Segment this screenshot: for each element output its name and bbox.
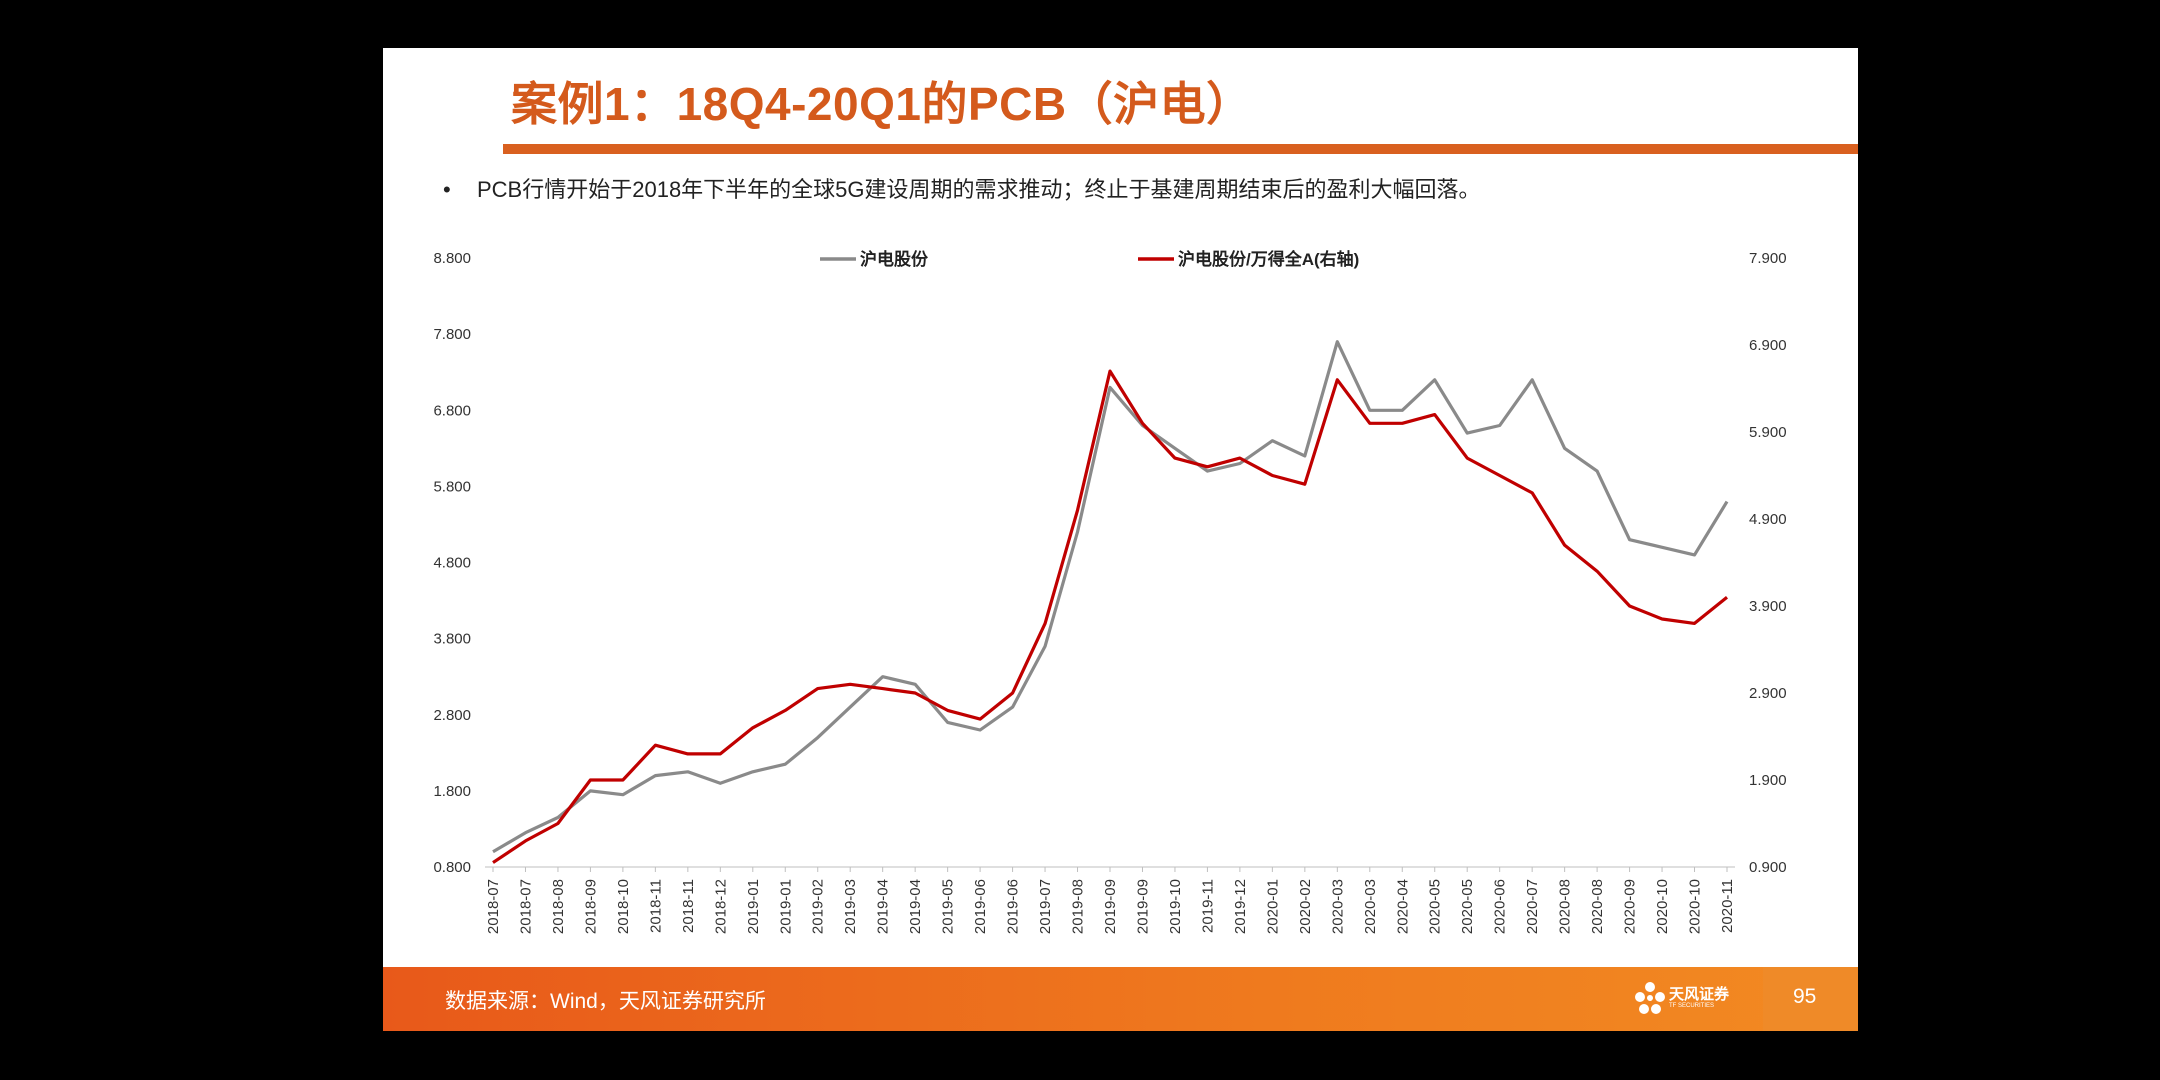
x-tick-label: 2020-03 <box>1362 879 1379 934</box>
x-tick-label: 2019-09 <box>1134 879 1151 934</box>
x-tick-label: 2020-05 <box>1459 879 1476 934</box>
x-tick-label: 2019-01 <box>745 879 762 934</box>
slide: 案例1：18Q4-20Q1的PCB（沪电） • PCB行情开始于2018年下半年的… <box>383 48 1858 1031</box>
x-tick-label: 2019-08 <box>1070 879 1087 934</box>
series-line-1 <box>492 369 1729 864</box>
logo-text: 天风证券 <box>1669 986 1730 1003</box>
logo-subtext: TF SECURITIES <box>1669 1003 1715 1009</box>
x-tick-label: 2018-07 <box>517 879 534 934</box>
x-tick-label: 2019-01 <box>777 879 794 934</box>
x-tick-label: 2019-12 <box>1232 879 1249 934</box>
y-left-tick-label: 4.800 <box>433 555 471 572</box>
x-tick-label: 2020-01 <box>1264 879 1281 934</box>
x-tick-label: 2019-04 <box>907 879 924 934</box>
y-right-tick-label: 6.900 <box>1749 337 1787 354</box>
x-tick-label: 2020-10 <box>1654 879 1671 934</box>
x-tick-label: 2018-12 <box>712 879 729 934</box>
x-tick-label: 2020-11 <box>1719 879 1736 933</box>
x-tick-label: 2019-09 <box>1102 879 1119 934</box>
y-left-tick-label: 5.800 <box>433 478 471 495</box>
x-tick-label: 2018-07 <box>485 879 502 934</box>
y-left-tick-label: 2.800 <box>433 707 471 724</box>
x-tick-label: 2020-08 <box>1557 879 1574 934</box>
x-tick-label: 2019-06 <box>1005 879 1022 934</box>
x-tick-label: 2019-06 <box>972 879 989 934</box>
x-tick-label: 2019-10 <box>1167 879 1184 934</box>
y-right-tick-label: 1.900 <box>1749 772 1787 789</box>
y-right-tick-label: 5.900 <box>1749 424 1787 441</box>
y-left-tick-label: 8.800 <box>433 250 471 267</box>
x-tick-label: 2018-11 <box>680 879 697 933</box>
x-tick-label: 2019-03 <box>842 879 859 934</box>
x-tick-label: 2020-07 <box>1524 879 1541 934</box>
y-right-tick-label: 2.900 <box>1749 685 1787 702</box>
y-left-tick-label: 3.800 <box>433 631 471 648</box>
x-tick-label: 2020-10 <box>1687 879 1704 934</box>
x-tick-label: 2020-03 <box>1329 879 1346 934</box>
x-tick-label: 2020-09 <box>1622 879 1639 934</box>
x-tick-label: 2018-08 <box>550 879 567 934</box>
legend-label-0: 沪电股份 <box>860 249 929 269</box>
chart-axes: 0.800 1.800 2.800 3.800 4.800 5.800 6.800 7.800… <box>433 250 1786 934</box>
x-tick-label: 2020-04 <box>1394 879 1411 934</box>
y-left-tick-label: 6.800 <box>433 402 471 419</box>
y-right-tick-label: 4.900 <box>1749 511 1787 528</box>
x-tick-label: 2019-04 <box>875 879 892 934</box>
x-tick-label: 2020-08 <box>1589 879 1606 934</box>
x-tick-label: 2020-06 <box>1492 879 1509 934</box>
x-tick-label: 2019-02 <box>810 879 827 934</box>
bullet-text-row: • PCB行情开始于2018年下半年的全球5G建设周期的需求推动；终止于基建周期结… <box>443 172 1481 204</box>
slide-title: 案例1：18Q4-20Q1的PCB（沪电） <box>511 78 1253 130</box>
y-right-tick-label: 7.900 <box>1749 250 1787 267</box>
bullet-icon: • <box>443 177 451 202</box>
title-underline-bar <box>503 144 1858 154</box>
bullet-text: PCB行情开始于2018年下半年的全球5G建设周期的需求推动；终止于基建周期结束… <box>477 177 1481 202</box>
tf-securities-logo-icon <box>1635 982 1665 1014</box>
y-right-tick-label: 0.900 <box>1749 859 1787 876</box>
x-tick-label: 2018-10 <box>615 879 632 934</box>
y-left-tick-label: 0.800 <box>433 859 471 876</box>
page-number: 95 <box>1793 985 1817 1008</box>
data-source-text: 数据来源：Wind，天风证券研究所 <box>445 990 766 1013</box>
y-left-tick-label: 7.800 <box>433 326 471 343</box>
series-line-0 <box>492 340 1729 854</box>
chart-lines <box>492 340 1729 864</box>
x-tick-label: 2019-05 <box>940 879 957 934</box>
x-tick-label: 2020-02 <box>1297 879 1314 934</box>
legend-label-1: 沪电股份/万得全A(右轴) <box>1178 249 1359 269</box>
y-right-tick-label: 3.900 <box>1749 598 1787 615</box>
chart-legend: 沪电股份 沪电股份/万得全A(右轴) <box>820 249 1359 269</box>
x-tick-label: 2019-11 <box>1199 879 1216 933</box>
x-tick-label: 2020-05 <box>1427 879 1444 934</box>
page-number-box <box>1763 967 1858 1031</box>
line-chart: 0.800 1.800 2.800 3.800 4.800 5.800 6.800 7.800… <box>433 249 1786 934</box>
footer-bar: 数据来源：Wind，天风证券研究所 天风证券 TF SECURITIES 95 <box>383 967 1858 1031</box>
x-tick-label: 2018-11 <box>647 879 664 933</box>
x-tick-label: 2019-07 <box>1037 879 1054 934</box>
x-tick-label: 2018-09 <box>582 879 599 934</box>
y-left-tick-label: 1.800 <box>433 783 471 800</box>
